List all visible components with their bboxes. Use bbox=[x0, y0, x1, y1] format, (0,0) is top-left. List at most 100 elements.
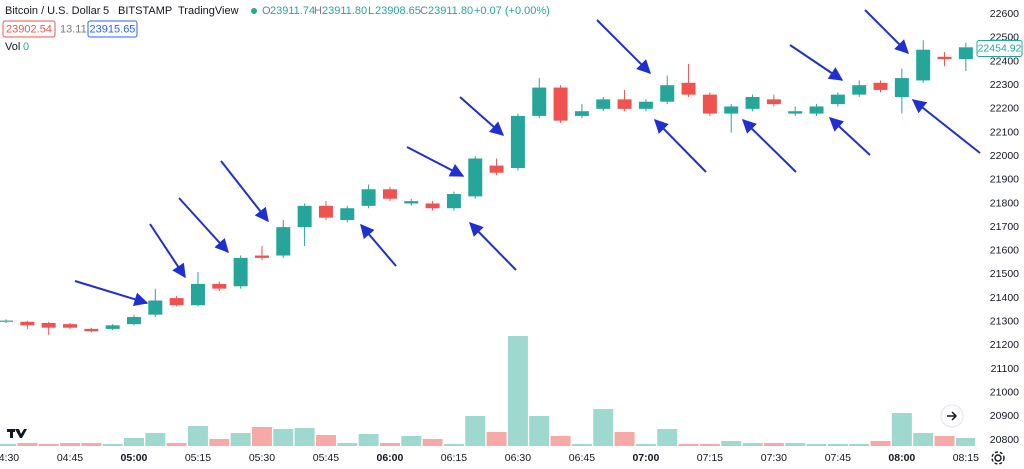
x-tick-label: 05:30 bbox=[249, 452, 275, 464]
y-tick-label: 21100 bbox=[991, 363, 1020, 375]
exchange: BITSTAMP bbox=[118, 5, 172, 17]
candle-body bbox=[745, 97, 760, 109]
candle-body bbox=[404, 201, 419, 204]
x-tick-label: 05:00 bbox=[121, 452, 148, 464]
arrow bbox=[149, 223, 186, 279]
change: +0.07 (+0.00%) bbox=[474, 5, 550, 17]
candle-body bbox=[340, 208, 355, 221]
y-tick-label: 21300 bbox=[990, 316, 1019, 328]
candle-body bbox=[276, 227, 291, 256]
volume-bar bbox=[507, 336, 528, 446]
x-tick-label: 05:45 bbox=[313, 452, 339, 464]
ohlc-label: O bbox=[262, 5, 271, 17]
arrow bbox=[360, 223, 397, 267]
candle-body bbox=[361, 189, 376, 206]
candle-body bbox=[916, 49, 931, 81]
y-tick-label: 22300 bbox=[990, 79, 1019, 91]
arrow bbox=[406, 146, 465, 177]
candle-body bbox=[169, 298, 184, 306]
volume-bar bbox=[913, 433, 934, 446]
candle-body bbox=[254, 255, 269, 258]
volume-bar bbox=[401, 436, 422, 446]
ask-box[interactable] bbox=[87, 20, 138, 38]
volume-bar bbox=[806, 444, 827, 446]
arrow bbox=[911, 99, 981, 154]
candle-body bbox=[766, 99, 781, 105]
volume-bar bbox=[550, 436, 571, 446]
volume-bar bbox=[209, 439, 230, 446]
candle-body bbox=[446, 194, 461, 209]
x-tick-label: 07:15 bbox=[697, 452, 723, 464]
arrow bbox=[596, 19, 651, 74]
x-tick-label: 06:45 bbox=[569, 452, 595, 464]
y-tick-label: 21700 bbox=[990, 221, 1019, 233]
arrow bbox=[828, 117, 871, 156]
y-tick-label: 22000 bbox=[990, 150, 1019, 162]
candle-body bbox=[62, 324, 77, 328]
y-tick-label: 21400 bbox=[990, 292, 1019, 304]
volume-bar bbox=[486, 432, 507, 446]
y-tick-label: 22400 bbox=[990, 55, 1019, 67]
last-price-label: 22454.92 bbox=[978, 42, 1022, 54]
candle-body bbox=[830, 94, 845, 105]
candle-body bbox=[958, 47, 973, 60]
volume-bar bbox=[785, 443, 806, 446]
volume-bar bbox=[721, 441, 742, 446]
candle-layer bbox=[0, 40, 973, 335]
arrow bbox=[864, 9, 909, 54]
x-tick-label: 04:30 bbox=[0, 452, 19, 464]
volume-bar bbox=[571, 444, 592, 446]
volume-bar bbox=[891, 413, 912, 446]
volume-bar bbox=[763, 443, 784, 446]
candle-body bbox=[852, 85, 867, 95]
settings-icon[interactable] bbox=[991, 451, 1005, 465]
volume-bar bbox=[358, 434, 379, 446]
candle-body bbox=[382, 189, 397, 199]
candle-body bbox=[20, 321, 35, 326]
candle-body bbox=[84, 328, 99, 332]
candle-body bbox=[532, 87, 547, 116]
volume-bar bbox=[145, 433, 166, 446]
volume-bar bbox=[17, 443, 38, 446]
y-tick-label: 21600 bbox=[990, 245, 1019, 257]
arrow bbox=[74, 280, 149, 307]
candle-body bbox=[212, 283, 227, 289]
candle-body bbox=[660, 85, 675, 102]
volume-bar bbox=[657, 429, 678, 446]
volume-bar bbox=[443, 444, 464, 446]
volume-bar bbox=[0, 444, 16, 446]
ohlc-value: 23908.65 bbox=[375, 5, 421, 17]
candle-body bbox=[788, 111, 803, 114]
volume-bar bbox=[273, 429, 294, 446]
candle-body bbox=[809, 106, 824, 114]
volume-bar bbox=[59, 443, 80, 446]
x-tick-label: 06:15 bbox=[441, 452, 467, 464]
y-tick-label: 22100 bbox=[990, 126, 1019, 138]
bid-box[interactable] bbox=[2, 20, 56, 38]
tv-logo bbox=[7, 429, 27, 438]
volume-bar bbox=[166, 443, 187, 446]
candle-body bbox=[468, 158, 483, 197]
volume-bar bbox=[294, 428, 315, 446]
candle-body bbox=[937, 56, 952, 60]
ohlc-label: C bbox=[420, 5, 428, 17]
y-tick-label: 21000 bbox=[990, 387, 1019, 399]
candle-body bbox=[574, 111, 589, 116]
y-tick-label: 21900 bbox=[990, 174, 1019, 186]
volume-bar bbox=[955, 438, 975, 446]
interval: 5 bbox=[103, 5, 109, 17]
candle-body bbox=[297, 205, 312, 228]
scroll-button[interactable] bbox=[940, 404, 964, 428]
candle-body bbox=[318, 205, 333, 218]
arrow bbox=[789, 44, 844, 81]
candle-body bbox=[41, 322, 56, 328]
volume-bar bbox=[379, 443, 400, 446]
volume-bar bbox=[422, 439, 443, 446]
x-tick-label: 06:00 bbox=[377, 452, 404, 464]
volume-bar bbox=[614, 432, 635, 446]
ohlc-label: L bbox=[368, 5, 374, 17]
candle-body bbox=[233, 257, 248, 287]
x-tick-label: 07:30 bbox=[761, 452, 787, 464]
